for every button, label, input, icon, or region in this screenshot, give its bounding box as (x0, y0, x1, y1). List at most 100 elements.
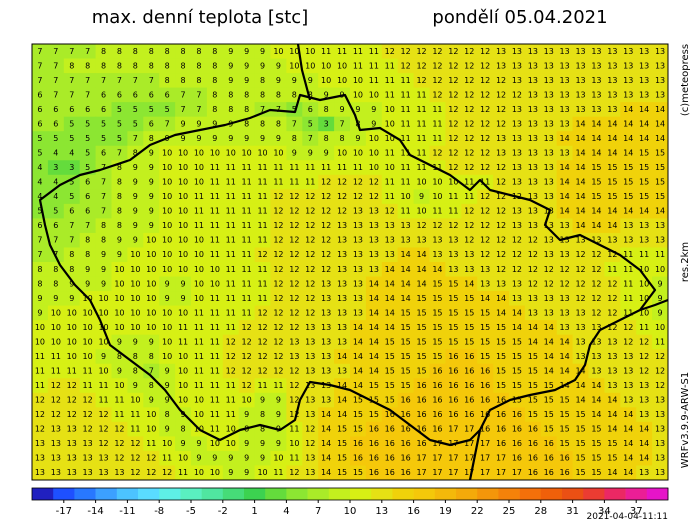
grid-cell (365, 276, 383, 292)
grid-value: 12 (512, 265, 522, 274)
colorbar-segment (498, 488, 520, 500)
grid-value: 12 (480, 250, 490, 259)
grid-value: 8 (69, 250, 74, 259)
grid-cell (79, 349, 97, 365)
grid-value: 11 (226, 178, 236, 187)
grid-cell (175, 320, 192, 336)
grid-value: 13 (575, 308, 585, 317)
grid-cell (127, 102, 144, 118)
grid-cell (493, 131, 510, 147)
grid-cell (509, 174, 526, 190)
grid-value: 13 (623, 352, 633, 361)
grid-value: 10 (178, 221, 188, 230)
grid-cell (445, 320, 462, 336)
grid-value: 8 (101, 221, 106, 230)
colorbar-segment (286, 488, 308, 500)
grid-cell (254, 363, 271, 379)
grid-cell (318, 334, 335, 350)
grid-value: 14 (353, 323, 363, 332)
grid-value: 15 (337, 425, 347, 434)
grid-value: 11 (416, 163, 426, 172)
grid-cell (254, 203, 271, 219)
colorbar-segment (328, 488, 351, 500)
grid-cell (47, 334, 65, 350)
grid-cell (47, 291, 65, 307)
grid-value: 16 (496, 425, 506, 434)
grid-value: 12 (464, 61, 474, 70)
grid-cell (32, 232, 49, 248)
grid-value: 11 (623, 250, 633, 259)
grid-value: 14 (369, 323, 379, 332)
grid-value: 11 (257, 221, 267, 230)
grid-value: 17 (496, 468, 506, 477)
grid-value: 5 (85, 149, 90, 158)
grid-cell (175, 363, 192, 379)
grid-cell (32, 44, 49, 60)
grid-value: 12 (67, 396, 77, 405)
grid-value: 11 (353, 47, 363, 56)
grid-value: 14 (480, 294, 490, 303)
grid-value: 9 (37, 308, 42, 317)
grid-cell (413, 349, 430, 365)
grid-cell (191, 334, 208, 350)
grid-value: 14 (528, 323, 538, 332)
grid-cell (572, 189, 589, 205)
grid-cell (477, 247, 494, 263)
grid-value: 13 (337, 323, 347, 332)
grid-cell (270, 320, 287, 336)
grid-value: 10 (130, 323, 140, 332)
grid-value: 12 (480, 90, 490, 99)
grid-value: 15 (369, 410, 379, 419)
grid-value: 15 (655, 178, 665, 187)
grid-cell (350, 218, 367, 234)
colorbar-tick-label: 25 (503, 506, 516, 517)
grid-cell (588, 334, 605, 350)
grid-cell (620, 232, 637, 248)
resolution: res.2km (680, 242, 691, 282)
grid-cell (143, 305, 160, 321)
grid-cell (334, 160, 351, 176)
grid-cell (524, 131, 542, 147)
grid-cell (79, 203, 97, 219)
grid-value: 13 (528, 47, 538, 56)
grid-cell (222, 44, 240, 60)
grid-value: 13 (528, 90, 538, 99)
grid-value: 9 (260, 396, 265, 405)
grid-value: 11 (210, 425, 220, 434)
grid-value: 13 (544, 236, 554, 245)
grid-value: 10 (114, 265, 124, 274)
grid-cell (32, 276, 49, 292)
grid-value: 16 (432, 396, 442, 405)
grid-value: 10 (178, 163, 188, 172)
grid-value: 10 (385, 163, 395, 172)
grid-cell (493, 145, 510, 161)
grid-value: 14 (655, 119, 665, 128)
grid-value: 10 (162, 352, 172, 361)
grid-cell (254, 305, 271, 321)
grid-value: 14 (639, 207, 649, 216)
grid-value: 12 (257, 308, 267, 317)
grid-cell (318, 73, 335, 89)
grid-value: 11 (162, 454, 172, 463)
grid-cell (540, 73, 558, 89)
grid-value: 14 (337, 352, 347, 361)
grid-value: 13 (353, 250, 363, 259)
grid-cell (509, 334, 526, 350)
grid-cell (477, 378, 494, 394)
grid-value: 8 (117, 221, 122, 230)
grid-value: 10 (194, 149, 204, 158)
grid-cell (461, 58, 478, 74)
grid-cell (493, 174, 510, 190)
grid-value: 13 (67, 425, 77, 434)
grid-value: 8 (260, 76, 265, 85)
grid-cell (175, 102, 192, 118)
grid-cell (413, 116, 430, 132)
grid-cell (429, 363, 446, 379)
grid-cell (429, 320, 446, 336)
grid-cell (461, 291, 478, 307)
grid-cell (509, 276, 526, 292)
grid-cell (604, 276, 621, 292)
grid-cell (318, 305, 335, 321)
grid-value: 11 (194, 192, 204, 201)
grid-cell (381, 44, 399, 60)
